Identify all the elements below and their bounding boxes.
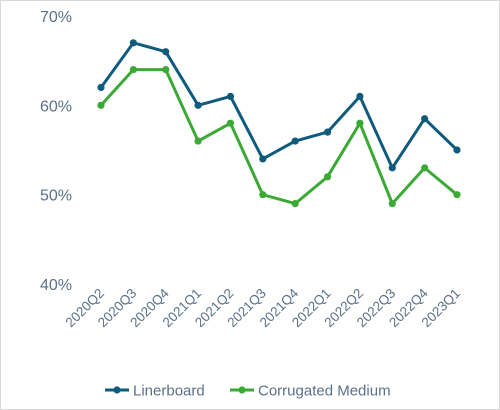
data-point — [453, 191, 461, 199]
data-point — [226, 119, 235, 127]
y-tick-label: 50% — [40, 188, 72, 205]
series-corrugated-medium — [97, 66, 461, 208]
data-point — [388, 200, 396, 208]
legend-marker — [113, 386, 121, 394]
y-axis: 40% 50% 60% 70% — [40, 9, 72, 294]
data-point — [388, 164, 396, 172]
data-point — [323, 173, 332, 181]
data-point — [259, 155, 267, 163]
data-point — [323, 128, 332, 136]
series-linerboard — [97, 39, 461, 172]
legend: Linerboard Corrugated Medium — [105, 383, 391, 400]
data-point — [453, 146, 461, 154]
legend-item: Corrugated Medium — [230, 383, 391, 400]
data-point — [162, 66, 170, 74]
legend-marker — [238, 386, 246, 394]
series-line — [99, 68, 459, 206]
data-point — [226, 92, 235, 100]
data-point — [421, 164, 429, 172]
data-point — [162, 48, 170, 56]
legend-label: Corrugated Medium — [258, 383, 391, 400]
data-point — [291, 137, 299, 145]
data-point — [291, 200, 299, 208]
data-point — [129, 66, 137, 74]
legend-label: Linerboard — [133, 383, 205, 400]
data-point — [194, 101, 202, 109]
series-layer — [97, 39, 461, 208]
data-point — [194, 137, 202, 145]
data-point — [97, 101, 105, 109]
data-point — [421, 115, 429, 123]
y-tick-label: 70% — [40, 9, 72, 26]
data-point — [129, 39, 137, 47]
data-point — [356, 92, 364, 100]
data-point — [97, 83, 105, 92]
y-tick-label: 60% — [40, 98, 72, 115]
data-point — [356, 119, 364, 127]
series-line — [99, 41, 459, 170]
legend-item: Linerboard — [105, 383, 205, 400]
y-tick-label: 40% — [40, 277, 72, 294]
data-point — [259, 191, 267, 199]
x-axis: 2020Q22020Q32020Q42021Q12021Q22021Q32021… — [63, 285, 464, 330]
